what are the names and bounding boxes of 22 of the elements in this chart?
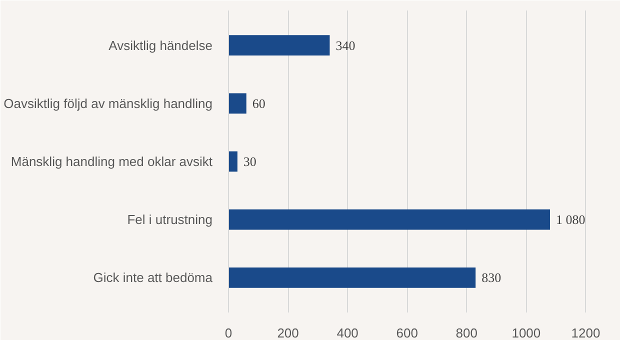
bar [228, 93, 246, 114]
data-label: 340 [336, 38, 356, 53]
y-tick-label: Oavsiktlig följd av mänsklig handling [4, 96, 213, 111]
bar [228, 267, 476, 288]
bar [228, 209, 550, 230]
x-tick-label: 200 [277, 326, 299, 340]
x-tick-label: 400 [336, 326, 358, 340]
bar [228, 35, 330, 56]
x-tick-label: 0 [224, 326, 232, 340]
y-tick-label: Avsiktlig händelse [108, 38, 213, 53]
x-tick-label: 1000 [512, 326, 541, 340]
x-tick-label: 600 [396, 326, 418, 340]
data-label: 830 [482, 270, 502, 286]
x-tick-label: 1200 [571, 326, 600, 340]
data-label: 1 080 [556, 212, 586, 228]
x-tick-label: 800 [456, 326, 478, 340]
bar [228, 151, 238, 172]
y-tick-label: Fel i utrustning [127, 212, 213, 228]
data-label: 30 [243, 154, 256, 169]
data-label: 60 [252, 96, 266, 111]
y-tick-label: Mänsklig handling med oklar avsikt [10, 154, 213, 169]
y-tick-label: Gick inte att bedöma [93, 270, 214, 286]
